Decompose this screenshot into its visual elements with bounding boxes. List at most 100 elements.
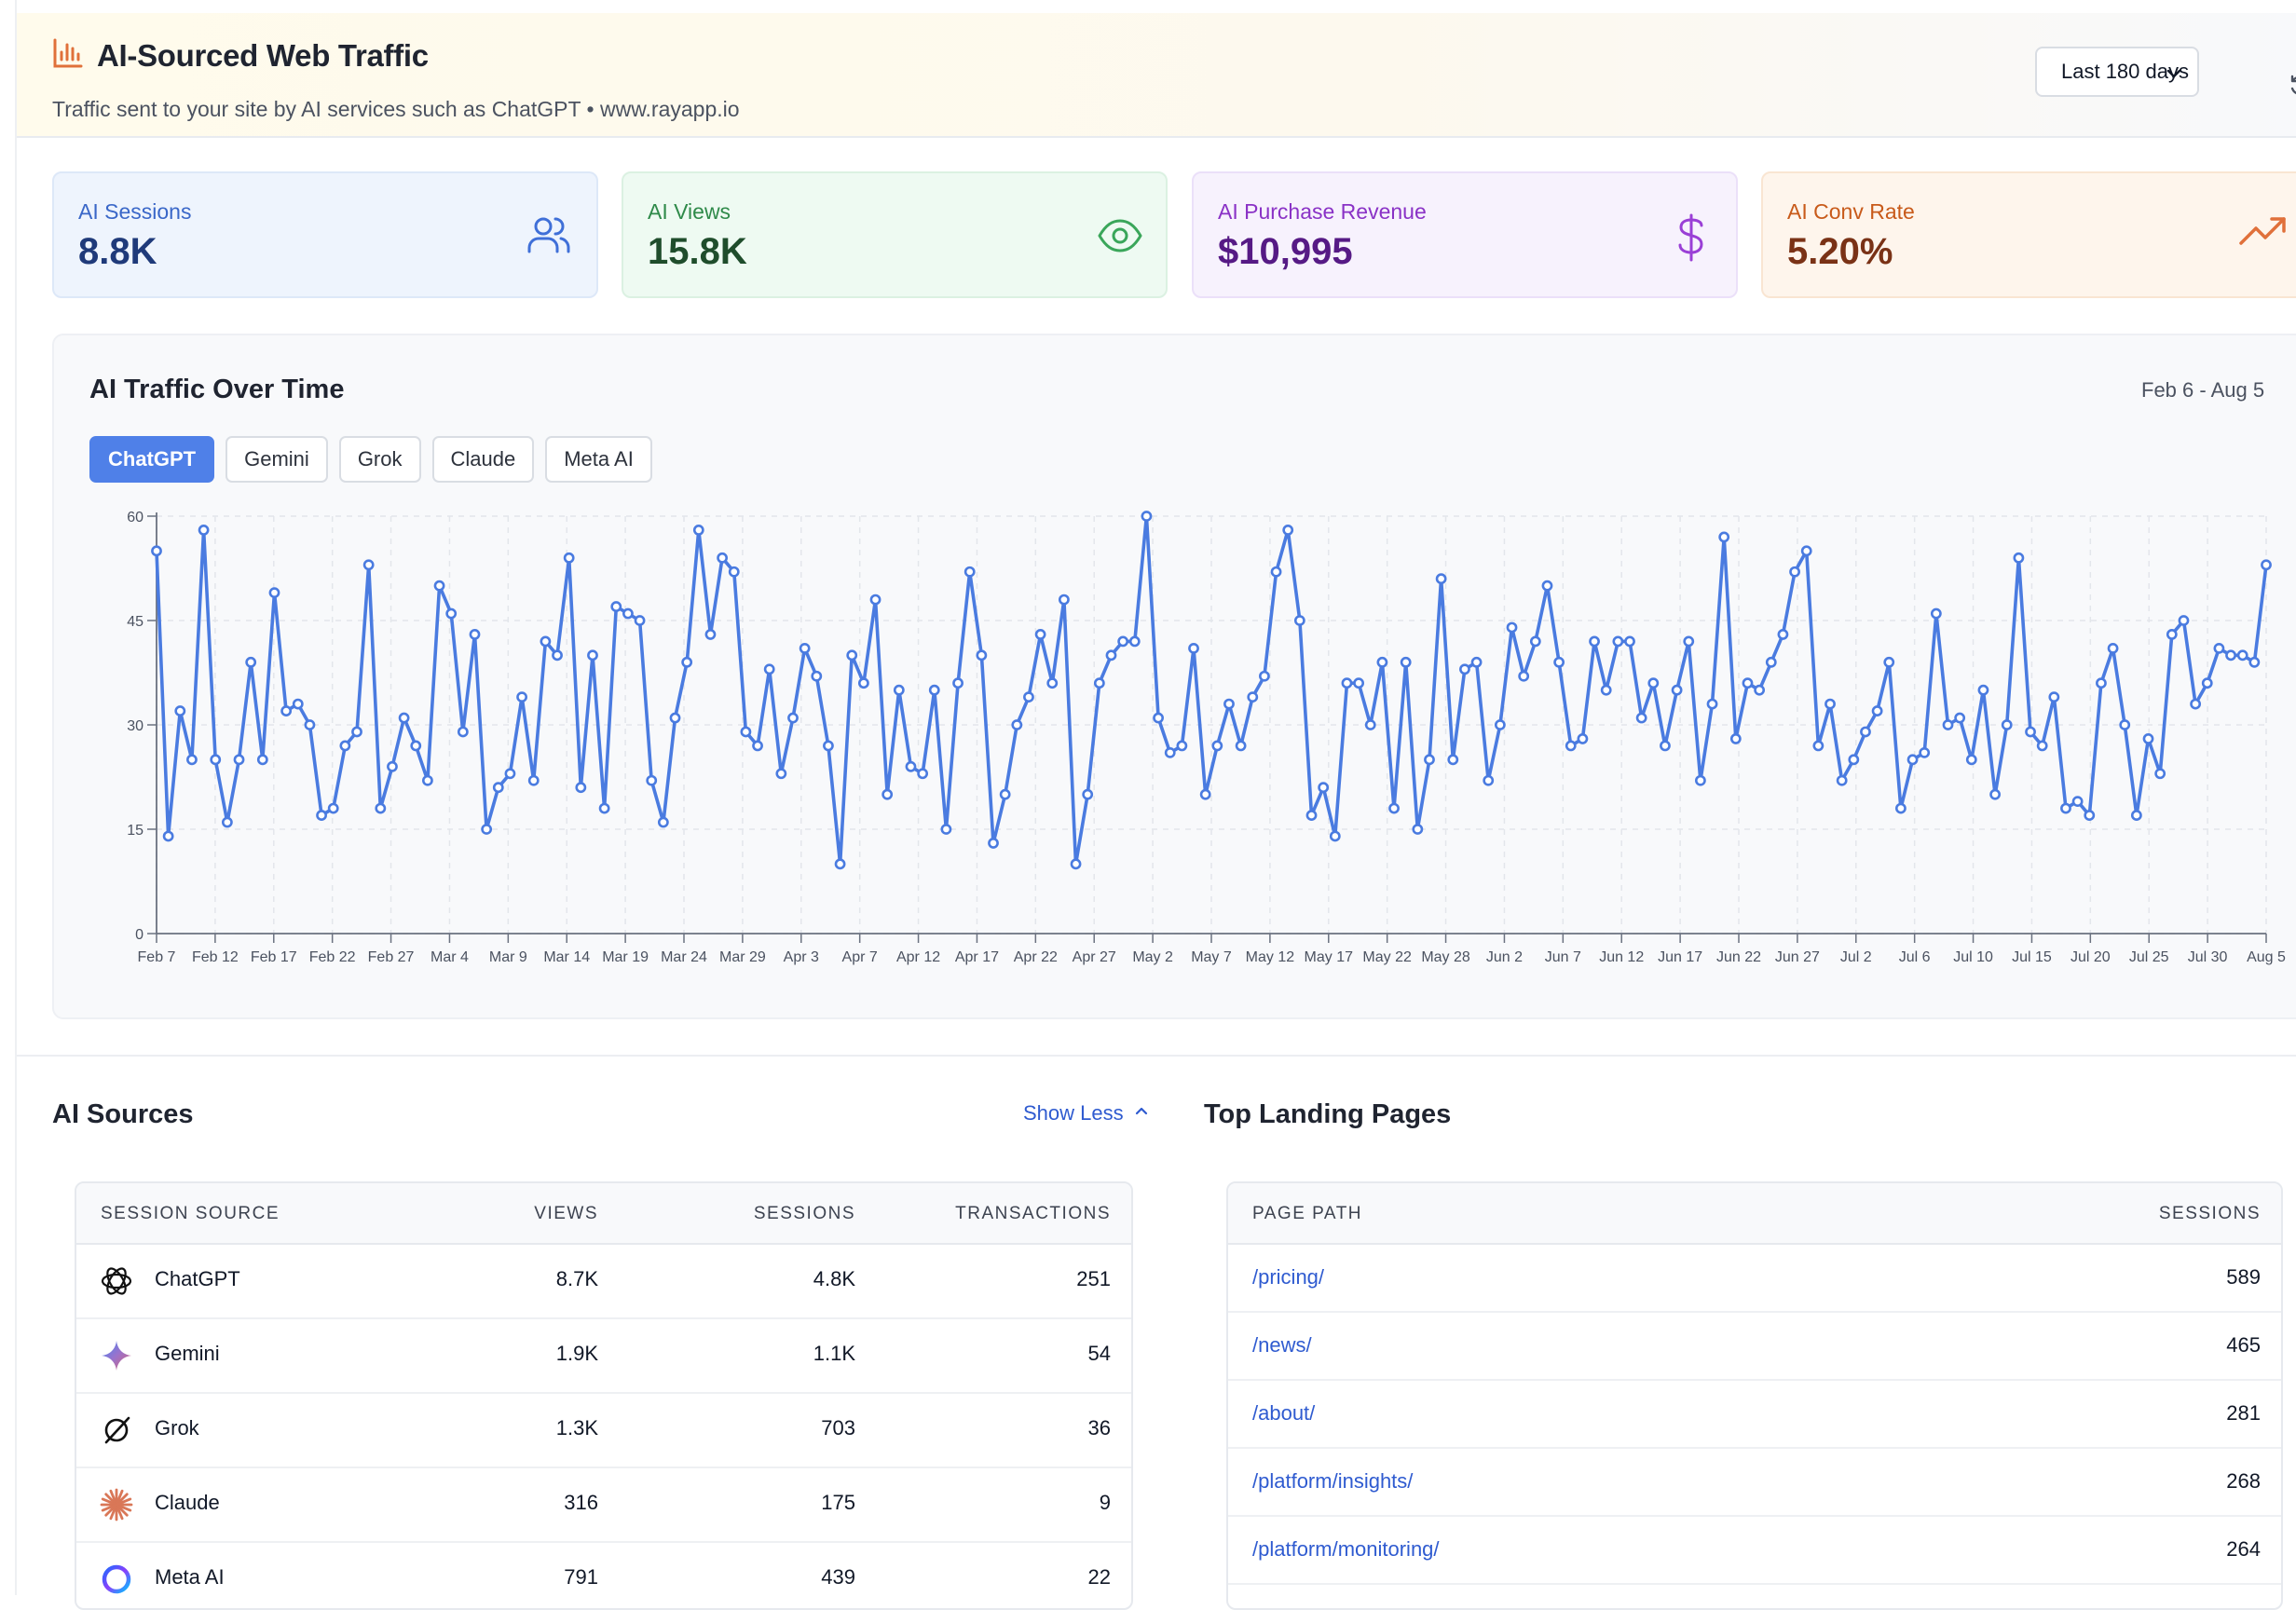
data-point xyxy=(787,712,799,724)
data-point xyxy=(327,802,339,814)
data-point xyxy=(563,552,575,564)
tab-claude[interactable]: Claude xyxy=(431,436,535,483)
data-point xyxy=(882,788,894,800)
table-row[interactable]: Claude 316 175 9 xyxy=(76,1468,1131,1543)
data-point xyxy=(1424,754,1435,766)
data-point xyxy=(410,740,422,752)
y-tick-label: 30 xyxy=(127,718,144,734)
data-point xyxy=(1341,677,1353,689)
data-point xyxy=(1105,649,1117,662)
show-less-button[interactable]: Show Less xyxy=(1023,1101,1150,1126)
data-point xyxy=(186,754,198,766)
data-point xyxy=(1836,774,1848,786)
data-point xyxy=(268,587,280,599)
x-tick-label: Apr 17 xyxy=(955,949,999,965)
source-name: Meta AI xyxy=(155,1565,225,1589)
data-point xyxy=(1600,684,1612,696)
data-point xyxy=(846,649,858,662)
ai-sources-table: SESSION SOURCE VIEWS SESSIONS TRANSACTIO… xyxy=(75,1181,1133,1610)
data-point xyxy=(1270,566,1282,578)
date-range-select[interactable]: Last 180 days xyxy=(2035,47,2199,97)
data-point xyxy=(304,719,316,730)
refresh-icon[interactable] xyxy=(2287,73,2296,103)
x-tick-label: Mar 29 xyxy=(719,949,766,965)
ai-sources-title: AI Sources xyxy=(52,1099,194,1129)
page-path-link[interactable]: /about/ xyxy=(1252,1401,1316,1425)
x-tick-label: Jul 15 xyxy=(2012,949,2052,965)
data-point xyxy=(1518,670,1530,682)
data-point xyxy=(1153,712,1164,724)
data-point xyxy=(1353,677,1365,689)
page-path-link[interactable]: /platform/insights/ xyxy=(1252,1469,1414,1493)
x-tick-label: May 12 xyxy=(1246,949,1295,965)
data-point xyxy=(1871,705,1883,716)
tab-meta-ai[interactable]: Meta AI xyxy=(545,436,652,483)
kpi-label: AI Views xyxy=(648,199,731,224)
users-icon xyxy=(526,212,572,264)
data-point xyxy=(1694,774,1706,786)
data-point xyxy=(1235,740,1247,752)
chatgpt-icon xyxy=(99,1263,134,1299)
sessions-value: 439 xyxy=(821,1565,855,1589)
data-point xyxy=(823,740,834,752)
tab-grok[interactable]: Grok xyxy=(338,436,421,483)
x-tick-label: Apr 22 xyxy=(1014,949,1058,965)
data-point xyxy=(2001,719,2013,730)
data-point xyxy=(717,552,729,564)
views-value: 1.3K xyxy=(555,1416,598,1439)
tab-gemini[interactable]: Gemini xyxy=(226,436,328,483)
x-tick-label: Jun 27 xyxy=(1775,949,1820,965)
data-point xyxy=(1141,511,1153,522)
page-path-link[interactable]: /news/ xyxy=(1252,1333,1312,1357)
data-point xyxy=(540,635,552,648)
data-point xyxy=(740,726,752,738)
source-name: ChatGPT xyxy=(155,1267,240,1290)
data-point xyxy=(1647,677,1660,689)
data-point xyxy=(375,802,387,814)
kpi-label: AI Conv Rate xyxy=(1787,199,1915,224)
show-less-label: Show Less xyxy=(1023,1101,1124,1125)
kpi-value: 8.8K xyxy=(78,231,157,272)
data-point xyxy=(362,559,375,571)
y-tick-label: 15 xyxy=(127,823,144,839)
table-row: /pricing/ 589 xyxy=(1228,1245,2281,1313)
data-point xyxy=(1176,740,1188,752)
data-point xyxy=(1483,774,1495,786)
table-row: /news/ 465 xyxy=(1228,1313,2281,1381)
page-header: AI-Sourced Web Traffic Traffic sent to y… xyxy=(17,13,2296,138)
x-tick-label: Feb 27 xyxy=(368,949,415,965)
data-point xyxy=(2096,677,2107,689)
data-point xyxy=(1660,740,1671,752)
landing-pages-table: PAGE PATH SESSIONS /pricing/ 589 /news/ … xyxy=(1226,1181,2283,1610)
table-row: /about/ 281 xyxy=(1228,1381,2281,1449)
data-point xyxy=(2107,642,2119,654)
data-point xyxy=(598,802,610,814)
table-row[interactable]: Gemini 1.9K 1.1K 54 xyxy=(76,1319,1131,1394)
data-point xyxy=(1895,802,1906,814)
data-point xyxy=(469,629,481,640)
table-row[interactable]: ChatGPT 8.7K 4.8K 251 xyxy=(76,1245,1131,1319)
col-session-source: SESSION SOURCE xyxy=(101,1204,280,1223)
data-point xyxy=(634,615,646,626)
x-tick-label: May 28 xyxy=(1421,949,1470,965)
data-point xyxy=(646,774,658,786)
page-path-link[interactable]: /platform/monitoring/ xyxy=(1252,1537,1440,1561)
data-point xyxy=(952,677,964,689)
x-tick-label: Apr 7 xyxy=(842,949,878,965)
sessions-value: 465 xyxy=(2226,1333,2261,1357)
data-point xyxy=(2119,719,2131,730)
data-point xyxy=(1318,782,1330,794)
table-row[interactable]: Grok 1.3K 703 36 xyxy=(76,1394,1131,1468)
data-point xyxy=(1683,635,1695,648)
data-point xyxy=(1942,719,1954,730)
views-value: 316 xyxy=(564,1491,598,1514)
x-tick-label: Jun 17 xyxy=(1658,949,1702,965)
sessions-value: 281 xyxy=(2226,1401,2261,1425)
page-path-link[interactable]: /pricing/ xyxy=(1252,1265,1325,1289)
x-tick-label: Jul 6 xyxy=(1899,949,1931,965)
x-tick-label: May 17 xyxy=(1305,949,1354,965)
data-point xyxy=(398,712,410,724)
table-row[interactable]: Meta AI 791 439 22 xyxy=(76,1543,1131,1608)
tab-chatgpt[interactable]: ChatGPT xyxy=(89,436,215,483)
table-header: SESSION SOURCE VIEWS SESSIONS TRANSACTIO… xyxy=(76,1183,1131,1245)
